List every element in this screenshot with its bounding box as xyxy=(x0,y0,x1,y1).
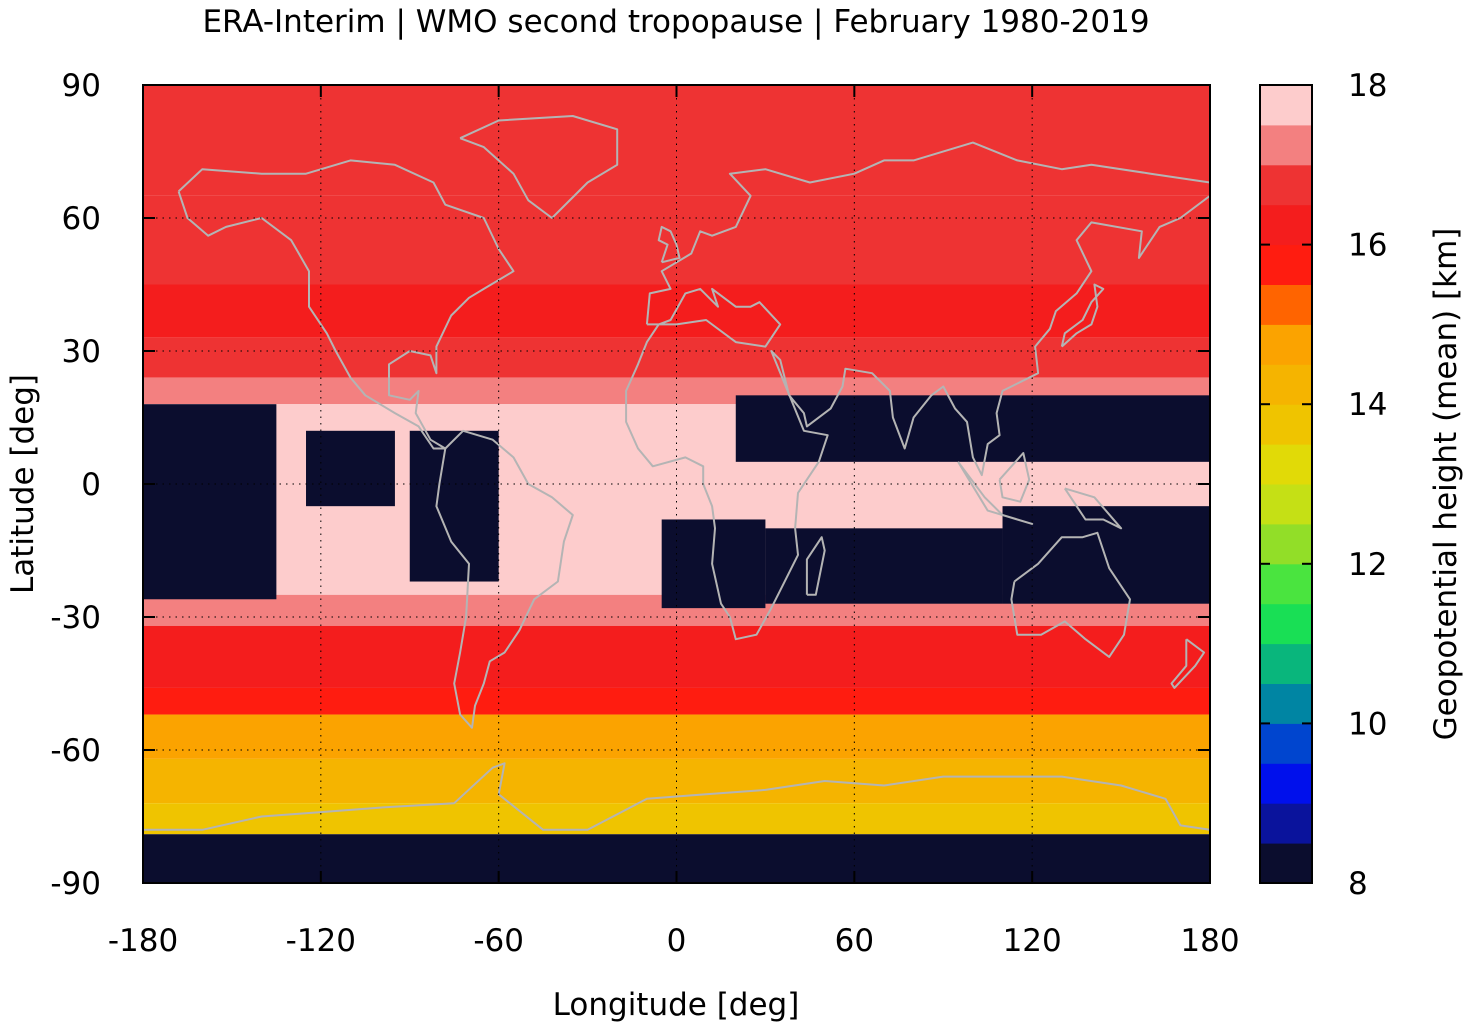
colorbar-level-11 xyxy=(1260,404,1312,445)
coast-japan xyxy=(1060,283,1105,348)
coast-south-america xyxy=(435,429,574,729)
y-tick-label-5: -60 xyxy=(50,733,101,769)
colorbar-level-10 xyxy=(1260,444,1312,485)
colorbar-level-14 xyxy=(1260,284,1312,325)
colorbar-tick-label-0: 8 xyxy=(1348,866,1368,902)
colorbar-level-0 xyxy=(1260,843,1312,884)
x-tick-label-3: 0 xyxy=(667,923,687,959)
colorbar-level-8 xyxy=(1260,523,1312,565)
dark-region-6 xyxy=(735,395,1210,462)
dark-region-1 xyxy=(306,430,395,507)
coast-borneo xyxy=(998,452,1031,503)
colorbar-ticks: 8 10 12 14 16 18 xyxy=(1260,68,1387,902)
y-tick-label-6: -90 xyxy=(50,866,101,902)
y-tick-label-4: -30 xyxy=(50,600,101,636)
colorbar-level-16 xyxy=(1260,204,1312,246)
colorbar-tick-label-5: 18 xyxy=(1348,68,1387,104)
colorbar-level-4 xyxy=(1260,683,1312,724)
coast-new-guinea xyxy=(1063,487,1123,530)
y-axis-label: Latitude [deg] xyxy=(5,374,41,594)
colorbar-tick-label-3: 14 xyxy=(1348,387,1387,423)
colorbar-level-18 xyxy=(1260,124,1312,166)
coast-new-zealand xyxy=(1170,638,1206,689)
colorbar-level-12 xyxy=(1260,364,1312,405)
y-tick-label-0: 90 xyxy=(62,68,101,104)
colorbar-label: Geopotential height (mean) [km] xyxy=(1428,228,1464,741)
coast-australia xyxy=(1010,531,1131,658)
dark-region-0 xyxy=(143,404,277,600)
colorbar-tick-label-4: 16 xyxy=(1348,228,1387,264)
colorbar-level-1 xyxy=(1260,803,1312,844)
colorbar-tick-label-2: 12 xyxy=(1348,547,1387,583)
y-axis-ticks: 90 60 30 0 -30 -60 -90 xyxy=(50,68,1210,902)
coast-north-america xyxy=(177,159,515,450)
coast-indonesia xyxy=(957,461,1034,525)
coastlines xyxy=(143,115,1210,831)
map-title: ERA-Interim | WMO second tropopause | Fe… xyxy=(202,4,1149,40)
colorbar: 8 10 12 14 16 18 xyxy=(1259,68,1387,902)
colorbar-level-7 xyxy=(1260,563,1312,605)
colorbar-level-17 xyxy=(1260,164,1312,206)
x-tick-label-4: 60 xyxy=(835,923,874,959)
zonal-band-9 xyxy=(143,714,1210,759)
y-tick-label-1: 60 xyxy=(62,201,101,237)
zonal-band-0 xyxy=(143,85,1210,196)
x-axis-ticks: -180 -120 -60 0 60 120 180 xyxy=(108,85,1240,959)
coast-madagascar xyxy=(805,536,826,596)
colorbar-level-2 xyxy=(1260,763,1312,804)
zonal-band-1 xyxy=(143,195,1210,285)
colorbar-frame xyxy=(1259,84,1313,884)
coast-antarctica xyxy=(143,762,1210,831)
coast-eurasia-africa xyxy=(625,141,1210,641)
x-tick-label-5: 120 xyxy=(1003,923,1062,959)
zonal-band-8 xyxy=(143,687,1210,715)
gridlines xyxy=(143,85,1210,883)
zonal-band-7 xyxy=(143,625,1210,688)
colorbar-level-6 xyxy=(1260,603,1312,645)
colorbar-level-3 xyxy=(1260,723,1312,764)
dark-region-2 xyxy=(409,430,499,582)
x-tick-label-2: -60 xyxy=(473,923,524,959)
coast-uk xyxy=(657,225,681,264)
zonal-band-3 xyxy=(143,337,1210,378)
colorbar-level-5 xyxy=(1260,643,1312,684)
plot-area: -180 -120 -60 0 60 120 180 90 60 30 0 -30 -60 -90 xyxy=(50,68,1239,959)
colorbar-tick-label-1: 10 xyxy=(1348,706,1387,742)
dark-region-5 xyxy=(1002,506,1210,604)
colorbar-level-19 xyxy=(1260,85,1312,126)
dark-region-4 xyxy=(765,528,1003,604)
x-axis-label: Longitude [deg] xyxy=(553,987,800,1023)
x-tick-label-0: -180 xyxy=(108,923,178,959)
coast-greenland xyxy=(459,115,619,219)
colorbar-level-9 xyxy=(1260,484,1312,525)
zonal-band-11 xyxy=(143,803,1210,835)
y-tick-label-2: 30 xyxy=(62,334,101,370)
x-tick-label-6: 180 xyxy=(1180,923,1239,959)
colorbar-level-13 xyxy=(1260,324,1312,365)
dark-region-3 xyxy=(661,519,766,609)
y-tick-label-3: 0 xyxy=(81,467,101,503)
x-tick-label-1: -120 xyxy=(286,923,356,959)
colorbar-level-15 xyxy=(1260,244,1312,285)
